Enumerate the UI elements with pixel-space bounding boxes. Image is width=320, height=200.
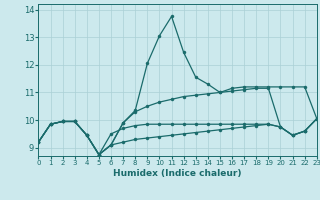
- X-axis label: Humidex (Indice chaleur): Humidex (Indice chaleur): [113, 169, 242, 178]
